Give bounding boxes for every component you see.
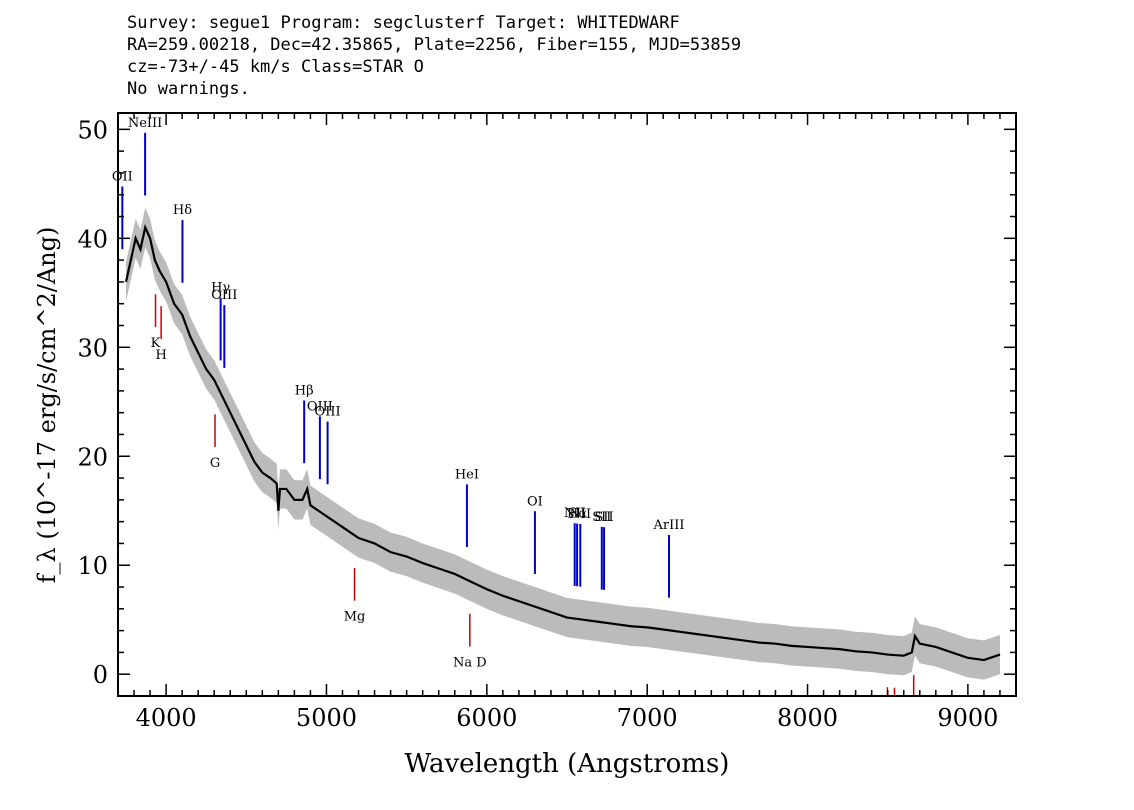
header-line-survey: Survey: segue1 Program: segclusterf Targ… — [127, 13, 680, 33]
absorption-line-label: K — [151, 336, 161, 351]
x-tick-label: 7000 — [617, 704, 678, 732]
emission-line-label: OIII — [315, 405, 341, 420]
emission-line-label: HeI — [455, 467, 479, 482]
emission-line-label: Hα — [567, 507, 587, 522]
spectrum-header: Survey: segue1 Program: segclusterf Targ… — [127, 12, 741, 100]
emission-line-label: OIII — [211, 288, 237, 303]
y-tick-label: 50 — [77, 116, 108, 144]
emission-line-label: SII — [592, 510, 611, 525]
x-tick-label: 9000 — [937, 704, 998, 732]
error-envelope — [126, 207, 1000, 680]
y-tick-label: 20 — [77, 443, 108, 471]
header-line-coordinates: RA=259.00218, Dec=42.35865, Plate=2256, … — [127, 35, 742, 55]
absorption-line-label: Mg — [344, 610, 366, 625]
emission-line-label: NII — [564, 506, 586, 521]
emission-line-label: NeIII — [128, 116, 162, 131]
x-tick-label: 4000 — [136, 704, 197, 732]
y-axis-label: f_λ (10^-17 erg/s/cm^2/Ang) — [33, 227, 61, 584]
emission-line-label: Hβ — [295, 383, 314, 398]
y-tick-label: 10 — [77, 552, 108, 580]
header-line-redshift: cz=-73+/-45 km/s Class=STAR O — [127, 57, 424, 77]
emission-line-label: OIII — [307, 399, 333, 414]
x-tick-label: 5000 — [296, 704, 357, 732]
header-line-warnings: No warnings. — [127, 79, 250, 99]
spectrum-line — [124, 223, 1001, 662]
y-tick-label: 0 — [93, 661, 108, 689]
emission-line-label: Hγ — [211, 281, 230, 296]
emission-line-label: SII — [594, 510, 613, 525]
emission-line-label: Hδ — [173, 203, 192, 218]
absorption-line-label: Na D — [453, 656, 487, 671]
emission-line-label: NII — [569, 507, 591, 522]
y-tick-label: 40 — [77, 225, 108, 253]
absorption-line-label: H — [155, 348, 166, 363]
emission-line-label: OI — [527, 494, 543, 509]
y-tick-label: 30 — [77, 334, 108, 362]
emission-line-label: OII — [112, 170, 133, 185]
emission-line-label: ArIII — [652, 518, 684, 533]
x-axis-label: Wavelength (Angstroms) — [405, 749, 730, 779]
x-tick-label: 6000 — [456, 704, 517, 732]
x-tick-label: 8000 — [777, 704, 838, 732]
absorption-line-label: G — [210, 456, 220, 471]
